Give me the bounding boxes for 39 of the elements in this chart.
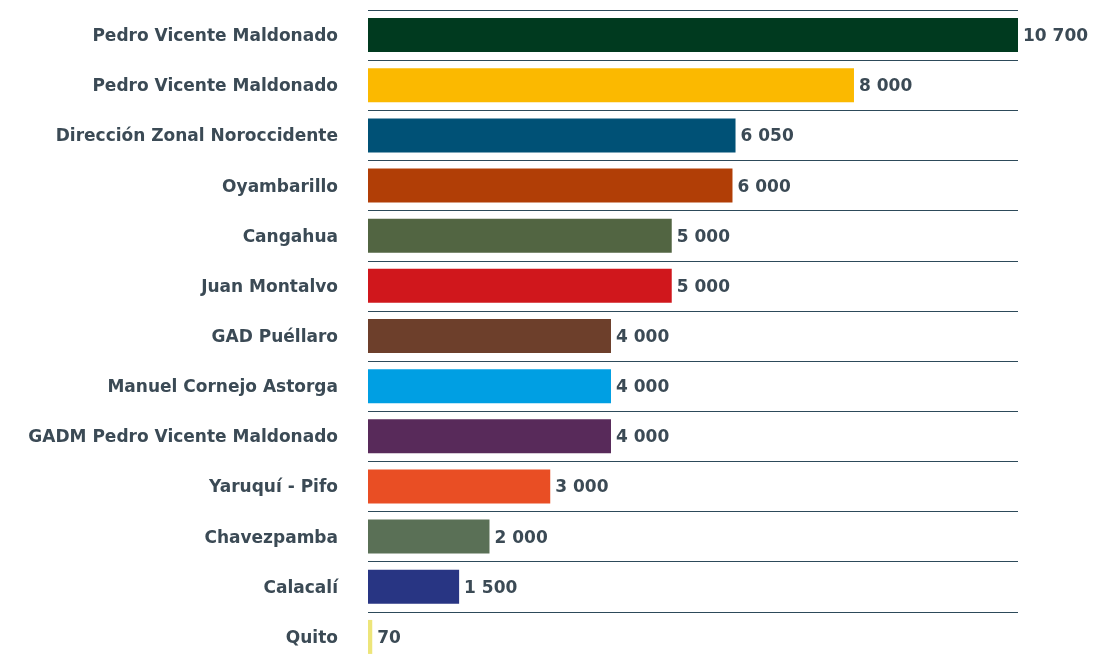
y-tick-label: GADM Pedro Vicente Maldonado bbox=[28, 426, 338, 447]
y-tick-label: Quito bbox=[285, 626, 338, 647]
data-label: 2 000 bbox=[494, 526, 548, 547]
data-label: 4 000 bbox=[615, 376, 670, 397]
data-label: 6 050 bbox=[740, 125, 794, 146]
bar bbox=[368, 18, 1018, 53]
bar bbox=[368, 268, 672, 303]
y-tick-label: Juan Montalvo bbox=[200, 275, 338, 296]
bar bbox=[368, 218, 672, 253]
data-label: 6 000 bbox=[737, 175, 791, 196]
bar bbox=[368, 118, 736, 153]
y-tick-label: Dirección Zonal Noroccidente bbox=[55, 125, 338, 146]
y-tick-label: Yaruquí - Pifo bbox=[207, 476, 338, 497]
data-label: 70 bbox=[377, 626, 402, 647]
y-tick-label: Cangahua bbox=[242, 225, 338, 246]
y-tick-label: Oyambarillo bbox=[222, 175, 338, 196]
y-tick-label: Calacalí bbox=[263, 576, 340, 597]
data-label: 4 000 bbox=[615, 426, 670, 447]
bar bbox=[368, 569, 460, 604]
y-tick-label: Pedro Vicente Maldonado bbox=[92, 25, 338, 46]
bar bbox=[368, 369, 611, 404]
data-label: 1 500 bbox=[464, 576, 518, 597]
bar bbox=[368, 319, 611, 353]
data-label: 5 000 bbox=[676, 225, 731, 246]
y-tick-label: Pedro Vicente Maldonado bbox=[92, 75, 338, 96]
bar bbox=[368, 519, 490, 554]
data-label: 5 000 bbox=[676, 275, 731, 296]
y-tick-label: Manuel Cornejo Astorga bbox=[107, 376, 338, 397]
bar bbox=[368, 168, 733, 203]
bar bbox=[368, 68, 854, 103]
data-label: 4 000 bbox=[615, 326, 670, 346]
data-label: 8 000 bbox=[858, 75, 913, 96]
y-tick-label: Chavezpamba bbox=[204, 526, 338, 547]
bar bbox=[368, 469, 551, 504]
bar bbox=[368, 619, 373, 654]
data-label: 3 000 bbox=[555, 476, 609, 497]
y-tick-label: GAD Puéllaro bbox=[211, 326, 338, 346]
data-label: 10 700 bbox=[1023, 25, 1089, 46]
bar bbox=[368, 419, 611, 454]
